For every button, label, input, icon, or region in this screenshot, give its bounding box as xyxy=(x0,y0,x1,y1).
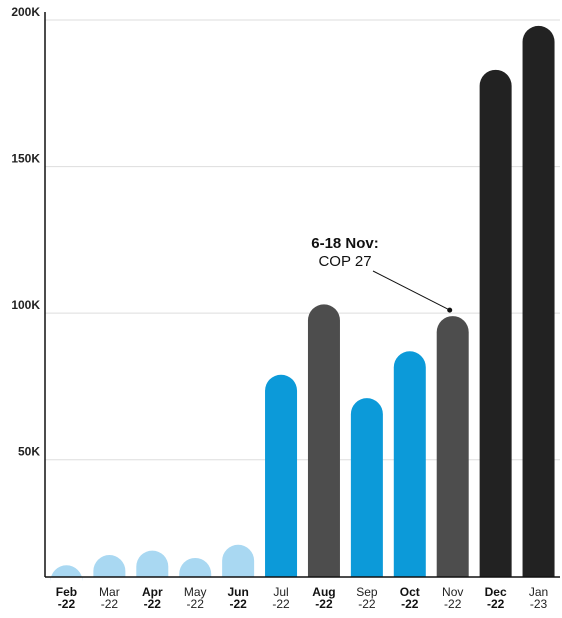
x-tick-label: Feb -22 xyxy=(56,585,77,611)
x-tick-label-month: Feb xyxy=(56,585,77,599)
bar-may-22 xyxy=(179,557,212,577)
annotation-text: COP 27 xyxy=(318,253,371,270)
x-tick-label: Dec -22 xyxy=(485,585,507,611)
x-tick-label-month: Oct xyxy=(400,585,420,599)
x-tick-label-year: -22 xyxy=(358,597,376,611)
x-tick-label-month: Jan xyxy=(529,585,548,599)
x-tick-label-year: -22 xyxy=(101,597,119,611)
x-tick-label-year: -22 xyxy=(272,597,290,611)
bar-mar-22 xyxy=(93,555,126,577)
x-tick-label: Sep -22 xyxy=(356,585,378,611)
bar-apr-22 xyxy=(136,550,169,577)
x-tick-label: May -22 xyxy=(184,585,207,611)
x-tick-label: Jun -22 xyxy=(227,585,248,611)
bar-dec-22 xyxy=(479,69,512,577)
x-tick-label-year: -22 xyxy=(487,597,505,611)
bar-jul-22 xyxy=(265,374,298,577)
bar-oct-22 xyxy=(393,351,426,577)
y-tick-label: 100K xyxy=(11,298,40,312)
x-tick-label-year: -22 xyxy=(444,597,462,611)
x-tick-label-year: -22 xyxy=(315,597,333,611)
bar-nov-22 xyxy=(436,316,469,577)
annotation-leader-line xyxy=(372,270,450,311)
bar-aug-22 xyxy=(307,304,340,577)
y-tick-label: 150K xyxy=(11,152,40,166)
x-tick-label: Jul -22 xyxy=(272,585,290,611)
bar-jan-23 xyxy=(522,25,555,577)
x-tick-label-month: Jun xyxy=(227,585,248,599)
x-tick-label: Nov -22 xyxy=(442,585,463,611)
annotation: 6-18 Nov: COP 27 xyxy=(311,235,453,313)
x-tick-label: Oct -22 xyxy=(400,585,420,611)
x-tick-label-year: -23 xyxy=(530,597,548,611)
bar-feb-22 xyxy=(50,565,83,582)
x-tick-label-year: -22 xyxy=(144,597,162,611)
x-tick-label: Jan -23 xyxy=(529,585,548,611)
x-tick-label-year: -22 xyxy=(401,597,419,611)
x-tick-label-month: Sep xyxy=(356,585,378,599)
annotation-title: 6-18 Nov: xyxy=(311,235,379,252)
y-axis-tick-labels: 50K 100K 150K 200K xyxy=(11,5,40,459)
x-tick-label-month: Aug xyxy=(312,585,335,599)
x-tick-label: Aug -22 xyxy=(312,585,335,611)
x-tick-label-year: -22 xyxy=(229,597,247,611)
gridlines xyxy=(45,19,560,461)
y-tick-label: 200K xyxy=(11,5,40,19)
x-tick-label-month: Dec xyxy=(485,585,507,599)
x-tick-label-month: Apr xyxy=(142,585,163,599)
x-tick-label-year: -22 xyxy=(187,597,205,611)
bars xyxy=(50,25,555,582)
y-tick-label: 50K xyxy=(18,445,40,459)
x-tick-label-year: -22 xyxy=(58,597,76,611)
x-tick-label-month: Jul xyxy=(273,585,288,599)
annotation-marker xyxy=(447,307,453,313)
x-tick-label-month: Mar xyxy=(99,585,120,599)
bar-jun-22 xyxy=(222,544,255,577)
x-tick-label: Mar -22 xyxy=(99,585,120,611)
x-tick-label: Apr -22 xyxy=(142,585,163,611)
x-tick-label-month: May xyxy=(184,585,207,599)
bar-sep-22 xyxy=(350,398,383,577)
x-tick-label-month: Nov xyxy=(442,585,463,599)
